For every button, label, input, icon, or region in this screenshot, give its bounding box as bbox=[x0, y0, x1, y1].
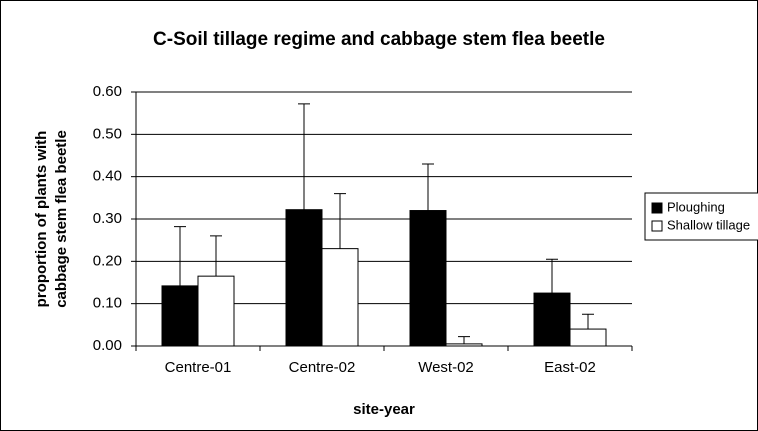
y-tick-label: 0.40 bbox=[93, 168, 122, 185]
legend: Ploughing Shallow tillage bbox=[644, 192, 758, 241]
x-axis-title: site-year bbox=[353, 401, 415, 418]
y-axis-title: proportion of plants with cabbage stem fl… bbox=[33, 130, 70, 308]
bar bbox=[197, 275, 235, 347]
chart-title: C-Soil tillage regime and cabbage stem f… bbox=[153, 29, 605, 50]
error-bar bbox=[174, 226, 186, 286]
bar bbox=[409, 210, 447, 347]
bar bbox=[161, 285, 199, 347]
y-tick-label: 0.50 bbox=[93, 125, 122, 142]
x-tick-label: East-02 bbox=[544, 359, 596, 376]
y-tick-label: 0.20 bbox=[93, 252, 122, 269]
legend-box bbox=[644, 192, 758, 241]
legend-swatch bbox=[651, 220, 663, 232]
bar bbox=[533, 292, 571, 347]
y-tick-label: 0.00 bbox=[93, 337, 122, 354]
y-tick-label: 0.10 bbox=[93, 295, 122, 312]
x-tick-label: Centre-01 bbox=[165, 359, 232, 376]
legend-swatch bbox=[651, 202, 663, 214]
legend-label: Shallow tillage bbox=[667, 217, 750, 232]
x-tick-label: West-02 bbox=[418, 359, 474, 376]
error-bar bbox=[210, 235, 222, 277]
legend-label: Ploughing bbox=[667, 199, 725, 214]
error-bar bbox=[546, 258, 558, 294]
error-bar bbox=[298, 103, 310, 210]
error-bar bbox=[422, 163, 434, 211]
y-tick-label: 0.60 bbox=[93, 83, 122, 100]
error-bar bbox=[582, 313, 594, 330]
error-bar bbox=[334, 193, 346, 249]
x-tick-label: Centre-02 bbox=[289, 359, 356, 376]
y-tick-label: 0.30 bbox=[93, 210, 122, 227]
error-bar bbox=[458, 336, 470, 344]
bar bbox=[569, 328, 607, 347]
bar bbox=[285, 209, 323, 347]
bar bbox=[445, 343, 483, 347]
bar bbox=[321, 248, 359, 347]
